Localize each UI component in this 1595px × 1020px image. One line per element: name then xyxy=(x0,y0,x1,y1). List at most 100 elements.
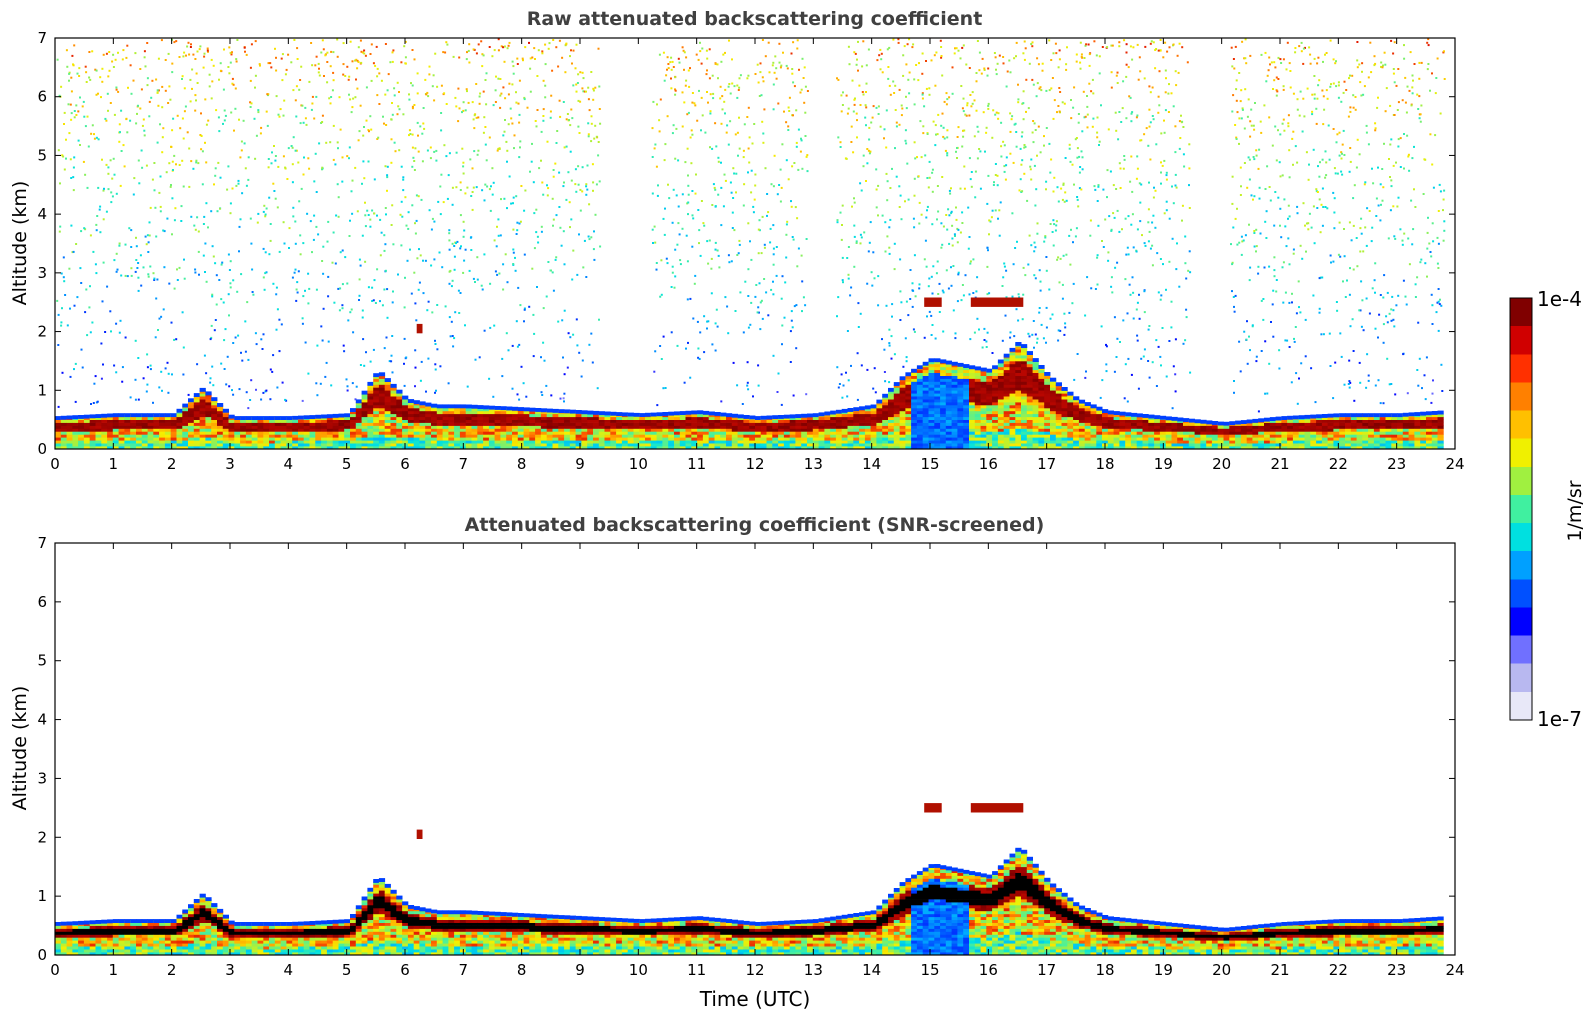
noise-pixel xyxy=(502,46,505,49)
noise-pixel xyxy=(552,218,555,221)
heatmap-cell xyxy=(303,425,310,429)
noise-pixel xyxy=(183,51,186,54)
heatmap-cell xyxy=(899,440,906,444)
heatmap-cell xyxy=(569,440,576,444)
heatmap-cell xyxy=(899,431,906,435)
heatmap-cell xyxy=(378,375,386,379)
noise-pixel xyxy=(348,146,351,149)
noise-pixel xyxy=(478,356,481,359)
heatmap-cell xyxy=(373,399,380,403)
noise-pixel xyxy=(931,223,934,226)
noise-pixel xyxy=(292,206,295,209)
noise-pixel xyxy=(518,156,521,159)
noise-pixel xyxy=(932,120,935,123)
noise-pixel xyxy=(888,342,891,345)
heatmap-cell xyxy=(483,437,490,441)
heatmap-cell xyxy=(344,443,351,447)
noise-pixel xyxy=(757,311,760,314)
noise-pixel xyxy=(125,118,128,121)
heatmap-cell xyxy=(373,410,380,415)
noise-pixel xyxy=(889,187,892,189)
heatmap-cell xyxy=(488,405,496,410)
heatmap-cell xyxy=(957,390,964,394)
heatmap-cell xyxy=(454,434,461,438)
noise-pixel xyxy=(918,283,921,286)
noise-pixel xyxy=(440,112,443,114)
heatmap-cell xyxy=(928,434,935,438)
noise-pixel xyxy=(237,182,240,185)
noise-pixel xyxy=(786,67,789,70)
noise-pixel xyxy=(899,258,902,261)
heatmap-cell xyxy=(697,425,704,429)
heatmap-cell xyxy=(940,410,947,415)
heatmap-cell xyxy=(263,419,270,423)
heatmap-cell xyxy=(193,416,200,420)
heatmap-cell xyxy=(911,368,918,373)
noise-pixel xyxy=(781,143,784,146)
noise-pixel xyxy=(455,242,457,245)
noise-pixel xyxy=(587,122,590,125)
heatmap-cell xyxy=(922,390,929,394)
noise-pixel xyxy=(462,220,465,223)
heatmap-cell xyxy=(89,443,96,447)
heatmap-cell xyxy=(772,422,779,426)
heatmap-cell xyxy=(876,416,883,420)
noise-pixel xyxy=(96,400,99,403)
noise-pixel xyxy=(159,210,162,213)
noise-pixel xyxy=(847,277,850,280)
noise-pixel xyxy=(764,55,767,58)
noise-pixel xyxy=(367,160,370,163)
heatmap-cell xyxy=(274,440,281,444)
noise-pixel xyxy=(209,338,212,341)
heatmap-cell xyxy=(465,428,472,432)
noise-pixel xyxy=(269,368,272,371)
noise-pixel xyxy=(923,105,926,108)
noise-pixel xyxy=(76,72,79,75)
noise-pixel xyxy=(227,293,230,296)
noise-pixel xyxy=(251,291,254,293)
heatmap-cell xyxy=(199,443,206,447)
heatmap-cell xyxy=(72,415,79,420)
noise-pixel xyxy=(563,392,566,395)
heatmap-cell xyxy=(292,428,299,432)
noise-pixel xyxy=(839,141,842,144)
heatmap-cell xyxy=(159,413,166,418)
heatmap-cell xyxy=(373,434,380,438)
noise-pixel xyxy=(943,100,946,103)
heatmap-cell xyxy=(702,440,710,444)
noise-pixel xyxy=(941,289,944,292)
heatmap-cell xyxy=(141,413,148,418)
heatmap-cell xyxy=(963,366,970,371)
heatmap-cell xyxy=(182,407,189,412)
heatmap-cell xyxy=(772,434,779,438)
noise-pixel xyxy=(304,341,307,344)
heatmap-cell xyxy=(558,428,565,432)
heatmap-cell xyxy=(500,422,507,426)
noise-pixel xyxy=(392,243,395,246)
heatmap-cell xyxy=(945,396,952,400)
noise-pixel xyxy=(211,293,214,296)
heatmap-cell xyxy=(969,428,976,432)
noise-pixel xyxy=(754,295,757,298)
noise-pixel xyxy=(369,360,372,363)
noise-pixel xyxy=(63,123,65,125)
heatmap-cell xyxy=(888,419,895,423)
noise-pixel xyxy=(474,358,477,361)
noise-pixel xyxy=(497,77,500,80)
heatmap-cell xyxy=(55,437,62,441)
noise-pixel xyxy=(279,108,282,111)
heatmap-cell xyxy=(916,431,924,435)
noise-pixel xyxy=(183,87,186,90)
noise-pixel xyxy=(219,69,222,72)
heatmap-cell xyxy=(940,413,947,418)
noise-pixel xyxy=(413,58,416,61)
heatmap-cell xyxy=(159,437,166,441)
heatmap-cell xyxy=(714,440,721,444)
heatmap-cell xyxy=(529,425,536,429)
noise-pixel xyxy=(262,276,265,279)
noise-pixel xyxy=(724,112,726,115)
heatmap-cell xyxy=(112,446,119,449)
noise-pixel xyxy=(771,64,774,67)
noise-pixel xyxy=(146,234,149,237)
noise-pixel xyxy=(357,61,360,63)
